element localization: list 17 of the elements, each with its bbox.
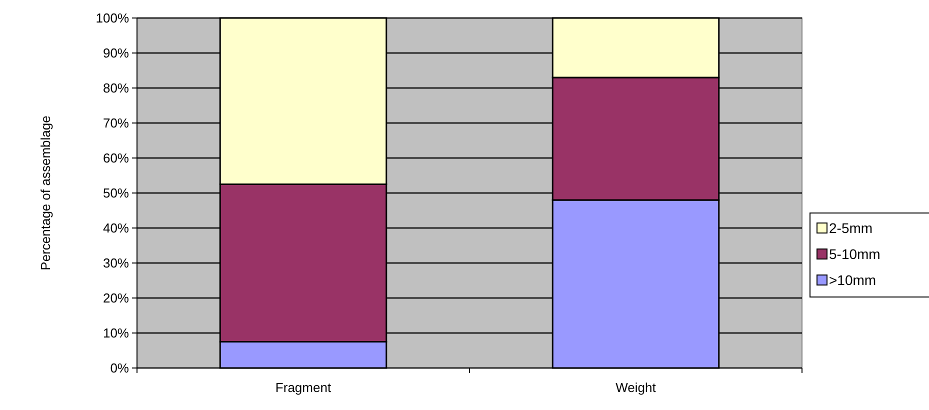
y-tick-label: 0% (110, 360, 130, 376)
legend-label: 2-5mm (829, 220, 873, 236)
y-tick-label: 100% (96, 10, 130, 26)
y-tick-label: 80% (102, 80, 130, 96)
legend-label: 5-10mm (829, 246, 880, 262)
y-tick-label: 50% (102, 186, 130, 201)
y-tick-label: 10% (102, 326, 130, 341)
x-tick-label: Fragment (275, 380, 332, 395)
y-tick-label: 40% (102, 220, 130, 236)
x-tick-label: Weight (616, 380, 656, 395)
y-tick-label: 90% (102, 46, 130, 61)
legend-label: >10mm (829, 272, 876, 288)
y-tick-label: 70% (102, 116, 130, 131)
y-tick-label: 30% (102, 256, 130, 271)
y-tick-label: 20% (102, 290, 130, 306)
y-tick-label: 60% (102, 150, 130, 166)
y-axis-title: Percentage of assemblage (38, 116, 53, 270)
